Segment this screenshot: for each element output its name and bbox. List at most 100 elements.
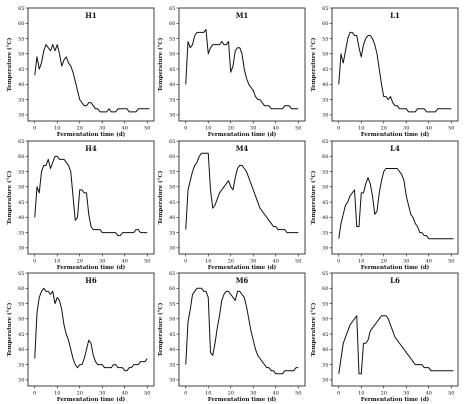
x-axis-label: Fermentation time (d) — [361, 131, 430, 138]
x-tick-label: 10 — [54, 259, 60, 265]
y-tick-label: 50 — [322, 317, 328, 323]
panel-title: L4 — [390, 144, 400, 153]
panel-title: L6 — [390, 276, 400, 285]
y-axis-label: Temperature (°C) — [157, 37, 164, 91]
x-tick-label: 20 — [381, 391, 387, 397]
y-tick-label: 30 — [18, 378, 24, 384]
y-tick-label: 60 — [169, 21, 175, 27]
x-tick-label: 50 — [144, 126, 150, 132]
temperature-line — [34, 155, 148, 237]
x-tick-label: 40 — [122, 126, 128, 132]
y-axis-label: Temperature (°C) — [310, 37, 317, 91]
x-tick-label: 40 — [122, 391, 128, 397]
temperature-line — [338, 315, 454, 375]
y-tick-label: 50 — [169, 52, 175, 58]
plot-frame — [178, 272, 306, 387]
x-tick-label: 40 — [426, 259, 432, 265]
y-tick-label: 40 — [169, 347, 175, 353]
y-tick-label: 45 — [322, 332, 328, 338]
y-tick-label: 35 — [322, 362, 328, 368]
y-tick-label: 50 — [322, 185, 328, 191]
temperature-line — [338, 31, 452, 113]
x-tick-label: 0 — [33, 391, 36, 397]
y-tick-label: 65 — [322, 271, 328, 277]
x-tick-label: 0 — [337, 259, 340, 265]
panel-h1: 30 35 40 45 50 55 60 65 0 10 20 30 40 50 H1 Fermentatio… — [6, 6, 155, 138]
y-tick-label: 55 — [18, 301, 24, 307]
x-tick-label: 0 — [184, 126, 187, 132]
y-tick-label: 55 — [18, 36, 24, 42]
y-tick-label: 35 — [169, 362, 175, 368]
y-tick-label: 40 — [18, 215, 24, 221]
x-tick-label: 0 — [33, 126, 36, 132]
y-tick-label: 55 — [322, 169, 328, 175]
y-tick-label: 65 — [169, 6, 175, 12]
y-tick-label: 55 — [322, 301, 328, 307]
x-tick-label: 50 — [448, 126, 454, 132]
x-tick-label: 30 — [99, 259, 105, 265]
y-tick-label: 60 — [322, 286, 328, 292]
y-axis-label: Temperature (°C) — [310, 302, 317, 356]
y-tick-label: 30 — [322, 113, 328, 119]
y-tick-label: 50 — [18, 317, 24, 323]
y-tick-label: 55 — [169, 301, 175, 307]
x-tick-label: 20 — [228, 126, 234, 132]
x-tick-label: 10 — [54, 126, 60, 132]
y-tick-label: 45 — [18, 200, 24, 206]
panel-title: H6 — [85, 276, 97, 285]
y-tick-label: 30 — [18, 113, 24, 119]
plot-frame — [27, 272, 155, 387]
y-tick-label: 50 — [322, 52, 328, 58]
y-tick-label: 60 — [18, 154, 24, 160]
x-tick-label: 20 — [228, 391, 234, 397]
y-tick-label: 35 — [322, 230, 328, 236]
panel-h6: 30 35 40 45 50 55 60 65 0 10 20 30 40 50 H6 Fermentatio… — [6, 271, 155, 403]
panel-title: H1 — [85, 11, 97, 20]
x-tick-label: 50 — [144, 391, 150, 397]
x-tick-label: 0 — [337, 391, 340, 397]
plot-frame — [27, 7, 155, 122]
y-tick-label: 60 — [18, 286, 24, 292]
y-tick-label: 40 — [18, 82, 24, 88]
y-tick-label: 45 — [169, 67, 175, 73]
x-tick-label: 10 — [54, 391, 60, 397]
x-tick-label: 0 — [184, 391, 187, 397]
x-tick-label: 10 — [358, 259, 364, 265]
x-tick-label: 20 — [381, 259, 387, 265]
y-axis-label: Temperature (°C) — [157, 170, 164, 224]
y-tick-label: 40 — [18, 347, 24, 353]
x-tick-label: 10 — [358, 126, 364, 132]
x-tick-label: 30 — [99, 126, 105, 132]
x-tick-label: 30 — [250, 126, 256, 132]
panel-title: M6 — [236, 276, 249, 285]
x-tick-label: 50 — [295, 391, 301, 397]
y-tick-label: 35 — [169, 97, 175, 103]
x-axis-label: Fermentation time (d) — [57, 131, 126, 138]
y-axis-label: Temperature (°C) — [6, 37, 13, 91]
y-tick-label: 65 — [169, 139, 175, 145]
temperature-line — [185, 28, 299, 110]
y-tick-label: 35 — [322, 97, 328, 103]
panel-h4: 30 35 40 45 50 55 60 65 0 10 20 30 40 50 H4 Fermentatio… — [6, 139, 155, 271]
y-tick-label: 60 — [169, 286, 175, 292]
y-tick-label: 45 — [322, 67, 328, 73]
x-tick-label: 40 — [426, 391, 432, 397]
y-tick-label: 40 — [322, 82, 328, 88]
y-tick-label: 30 — [18, 246, 24, 252]
plot-frame — [178, 7, 306, 122]
y-tick-label: 35 — [18, 362, 24, 368]
x-tick-label: 40 — [273, 259, 279, 265]
x-tick-label: 50 — [448, 391, 454, 397]
x-tick-label: 30 — [99, 391, 105, 397]
x-axis-label: Fermentation time (d) — [57, 396, 126, 403]
x-tick-label: 20 — [77, 126, 83, 132]
y-tick-label: 60 — [322, 154, 328, 160]
x-tick-label: 30 — [403, 259, 409, 265]
x-axis-label: Fermentation time (d) — [361, 264, 430, 271]
x-tick-label: 40 — [426, 126, 432, 132]
x-tick-label: 0 — [184, 259, 187, 265]
x-axis-label: Fermentation time (d) — [361, 396, 430, 403]
panel-title: L1 — [390, 11, 400, 20]
y-tick-label: 45 — [322, 200, 328, 206]
y-tick-label: 45 — [18, 332, 24, 338]
